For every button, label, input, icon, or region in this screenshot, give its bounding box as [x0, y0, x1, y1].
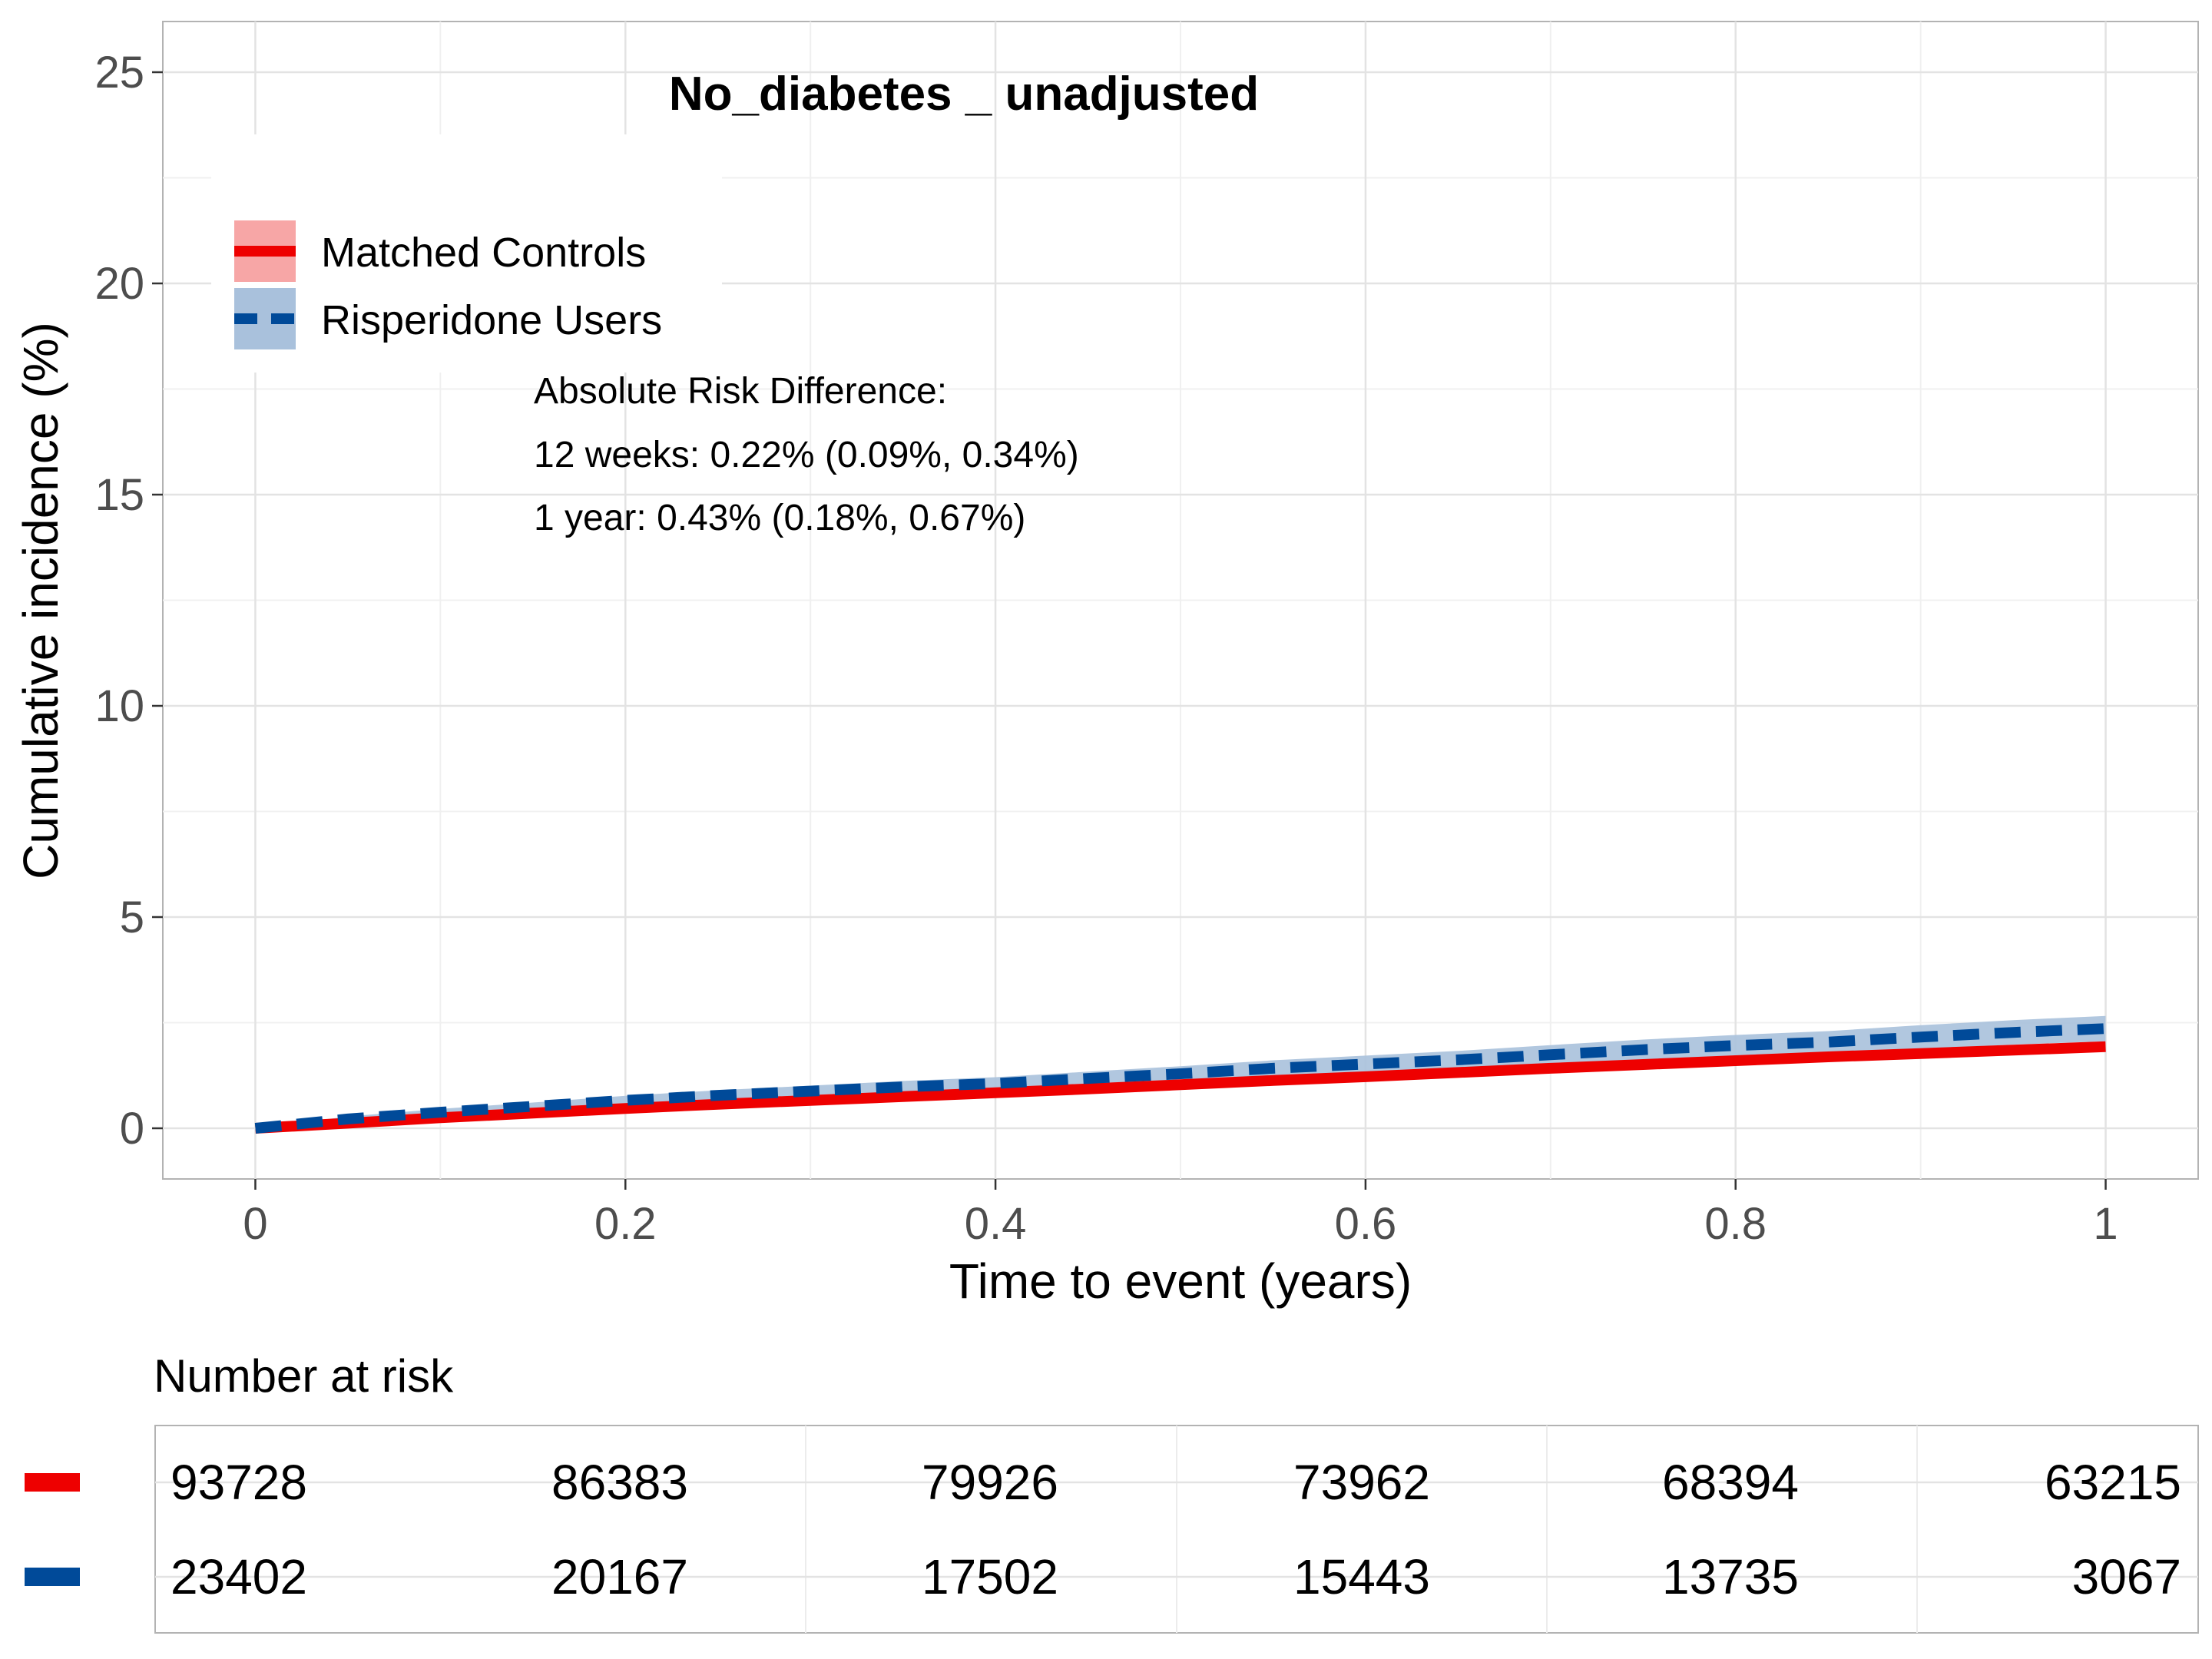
- y-axis: 0 5 10 15 20 25: [94, 48, 163, 1154]
- risk-value: 17502: [922, 1549, 1058, 1604]
- legend-label-risperidone-users: Risperidone Users: [321, 297, 662, 343]
- y-tick-label: 20: [94, 259, 144, 309]
- y-tick-label: 15: [94, 470, 144, 520]
- risk-value: 79926: [922, 1455, 1058, 1510]
- y-tick-label: 10: [94, 681, 144, 731]
- line-matched-controls: [255, 1041, 2106, 1134]
- risk-table-keys: [25, 1473, 80, 1586]
- y-tick-label: 25: [94, 48, 144, 98]
- y-tick-label: 5: [120, 892, 144, 942]
- risk-value: 13735: [1662, 1549, 1799, 1604]
- risk-value: 86383: [551, 1455, 688, 1510]
- risk-value: 68394: [1662, 1455, 1799, 1510]
- x-tick-label: 0.4: [965, 1199, 1027, 1249]
- x-tick-label: 0.8: [1704, 1199, 1767, 1249]
- risk-value: 73962: [1293, 1455, 1430, 1510]
- risk-value: 93728: [171, 1455, 307, 1510]
- risk-value: 63215: [2045, 1455, 2181, 1510]
- x-tick-label: 0: [243, 1199, 267, 1249]
- risk-value: 15443: [1293, 1549, 1430, 1604]
- risk-value: 3067: [2072, 1549, 2181, 1604]
- risk-table-grid: [155, 1426, 2198, 1633]
- x-tick-label: 1: [2093, 1199, 2118, 1249]
- legend-background: [211, 134, 722, 373]
- y-axis-label: Cumulative incidence (%): [13, 322, 68, 879]
- annotation-line-1: Absolute Risk Difference:: [534, 371, 947, 412]
- legend: Matched Controls Risperidone Users: [211, 134, 722, 373]
- y-tick-label: 0: [120, 1104, 144, 1154]
- x-axis-label: Time to event (years): [949, 1253, 1412, 1309]
- risk-table-title: Number at risk: [154, 1350, 454, 1402]
- x-axis: 0 0.2 0.4 0.6 0.8 1: [243, 1179, 2118, 1249]
- annotation-line-3: 1 year: 0.43% (0.18%, 0.67%): [534, 498, 1025, 538]
- legend-label-matched-controls: Matched Controls: [321, 230, 646, 276]
- annotation-line-2: 12 weeks: 0.22% (0.09%, 0.34%): [534, 435, 1079, 475]
- risk-value: 23402: [171, 1549, 307, 1604]
- x-tick-label: 0.2: [594, 1199, 657, 1249]
- x-tick-label: 0.6: [1335, 1199, 1397, 1249]
- series-lines: [254, 1023, 2106, 1134]
- risk-value: 20167: [551, 1549, 688, 1604]
- risk-table-values: 93728 86383 79926 73962 68394 63215 23402 20167…: [171, 1455, 2181, 1604]
- line-risperidone-users: [254, 1023, 2106, 1134]
- chart-title: No_diabetes _ unadjusted: [669, 68, 1259, 121]
